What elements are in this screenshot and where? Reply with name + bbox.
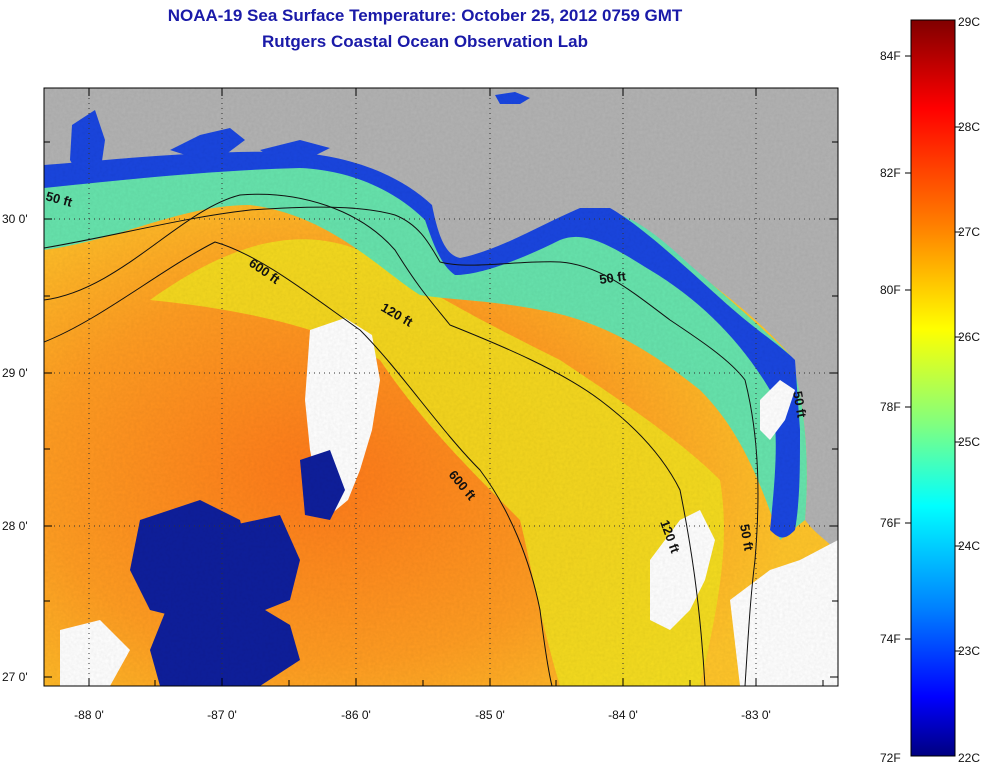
colorbar-celsius-label: 25C — [958, 435, 980, 449]
contour-label: 50 ft — [790, 390, 810, 420]
colorbar: 29C 28C 27C 26C 25C 24C 23C 22C 84F 82F … — [880, 15, 980, 765]
isobath-50ft — [44, 206, 759, 686]
contour-label: 50 ft — [44, 188, 74, 210]
lat-tick-label: 30 0' — [2, 212, 28, 226]
lat-tick-label: 29 0' — [2, 366, 28, 380]
tick-marks — [44, 88, 838, 686]
map-frame — [43, 87, 839, 687]
lon-tick-label: -85 0' — [475, 708, 505, 722]
colorbar-fahrenheit-label: 84F — [880, 49, 901, 63]
colorbar-celsius-label: 23C — [958, 644, 980, 658]
colorbar-fahrenheit-label: 74F — [880, 632, 901, 646]
colorbar-celsius-label: 24C — [958, 539, 980, 553]
lon-tick-label: -88 0' — [74, 708, 104, 722]
colorbar-fahrenheit-label: 72F — [880, 751, 901, 765]
isobath-600ft — [44, 241, 553, 686]
colorbar-celsius-label: 28C — [958, 120, 980, 134]
contour-label: 50 ft — [598, 268, 627, 287]
colorbar-celsius-label: 27C — [958, 225, 980, 239]
isobaths — [44, 193, 759, 686]
lat-tick-label: 28 0' — [2, 519, 28, 533]
map-subtitle: Rutgers Coastal Ocean Observation Lab — [262, 32, 588, 51]
lon-tick-label: -86 0' — [341, 708, 371, 722]
colorbar-celsius-label: 26C — [958, 330, 980, 344]
colorbar-celsius-label: 29C — [958, 15, 980, 29]
contour-label: 50 ft — [737, 523, 757, 553]
colorbar-fahrenheit-label: 80F — [880, 283, 901, 297]
lat-tick-label: 27 0' — [2, 670, 28, 684]
colorbar-scale — [910, 19, 956, 757]
isobath-120ft — [44, 193, 706, 686]
colorbar-celsius-label: 22C — [958, 751, 980, 765]
texture — [44, 88, 838, 686]
map-title: NOAA-19 Sea Surface Temperature: October… — [167, 6, 683, 25]
map-area: 50 ft 600 ft 120 ft 50 ft 600 ft 120 ft … — [44, 88, 838, 686]
lon-tick-label: -84 0' — [608, 708, 638, 722]
lon-tick-label: -83 0' — [741, 708, 771, 722]
colorbar-fahrenheit-label: 78F — [880, 400, 901, 414]
colorbar-fahrenheit-label: 82F — [880, 166, 901, 180]
lon-tick-label: -87 0' — [207, 708, 237, 722]
colorbar-fahrenheit-label: 76F — [880, 516, 901, 530]
